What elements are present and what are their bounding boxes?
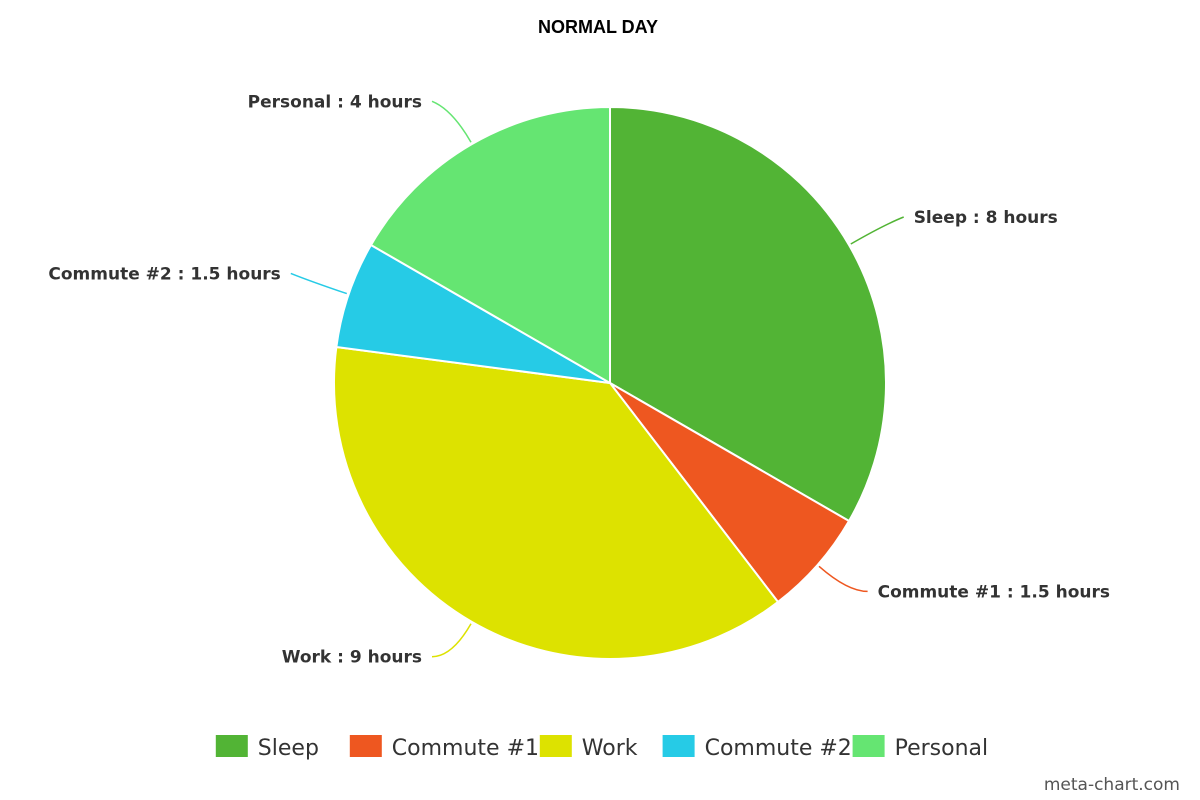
data-labels: Sleep : 8 hours Commute #1 : 1.5 hours Wor…	[48, 92, 1110, 667]
legend-swatch-sleep	[215, 735, 248, 757]
connector-commute-1	[818, 565, 868, 593]
legend-swatch-commute-2	[662, 735, 695, 757]
legend-swatch-commute-1	[349, 735, 382, 757]
legend-item-commute-2[interactable]: Commute #2	[662, 735, 852, 761]
connector-sleep	[850, 216, 904, 245]
pie-slice-sleep[interactable]	[609, 106, 887, 522]
pie-slices	[333, 106, 887, 661]
legend-item-personal[interactable]: Personal	[852, 735, 989, 761]
connector-personal	[431, 100, 472, 143]
connector-commute-2	[290, 272, 348, 295]
label-connectors	[290, 100, 904, 658]
data-label-work: Work : 9 hours	[282, 648, 422, 668]
legend-item-commute-1[interactable]: Commute #1	[349, 735, 539, 761]
legend-label-commute-1: Commute #1	[392, 736, 539, 761]
legend-swatch-personal	[852, 735, 885, 757]
data-label-personal: Personal : 4 hours	[248, 92, 422, 112]
legend-label-personal: Personal	[895, 736, 989, 761]
legend-item-work[interactable]: Work	[539, 735, 638, 761]
legend: Sleep Commute #1 Work Commute #2 Personal	[215, 735, 989, 761]
legend-item-sleep[interactable]: Sleep	[215, 735, 319, 761]
data-label-commute-1: Commute #1 : 1.5 hours	[878, 582, 1110, 602]
legend-label-sleep: Sleep	[258, 736, 319, 761]
legend-label-commute-2: Commute #2	[705, 736, 852, 761]
chart-title: NORMAL DAY	[538, 17, 658, 37]
data-label-commute-2: Commute #2 : 1.5 hours	[48, 264, 280, 284]
legend-label-work: Work	[582, 736, 638, 761]
connector-work	[431, 623, 472, 658]
legend-swatch-work	[539, 735, 572, 757]
pie-slice-work[interactable]	[333, 345, 780, 661]
credit-text: meta-chart.com	[1044, 775, 1180, 795]
pie-slice-personal[interactable]	[369, 106, 611, 384]
data-label-sleep: Sleep : 8 hours	[914, 208, 1058, 228]
